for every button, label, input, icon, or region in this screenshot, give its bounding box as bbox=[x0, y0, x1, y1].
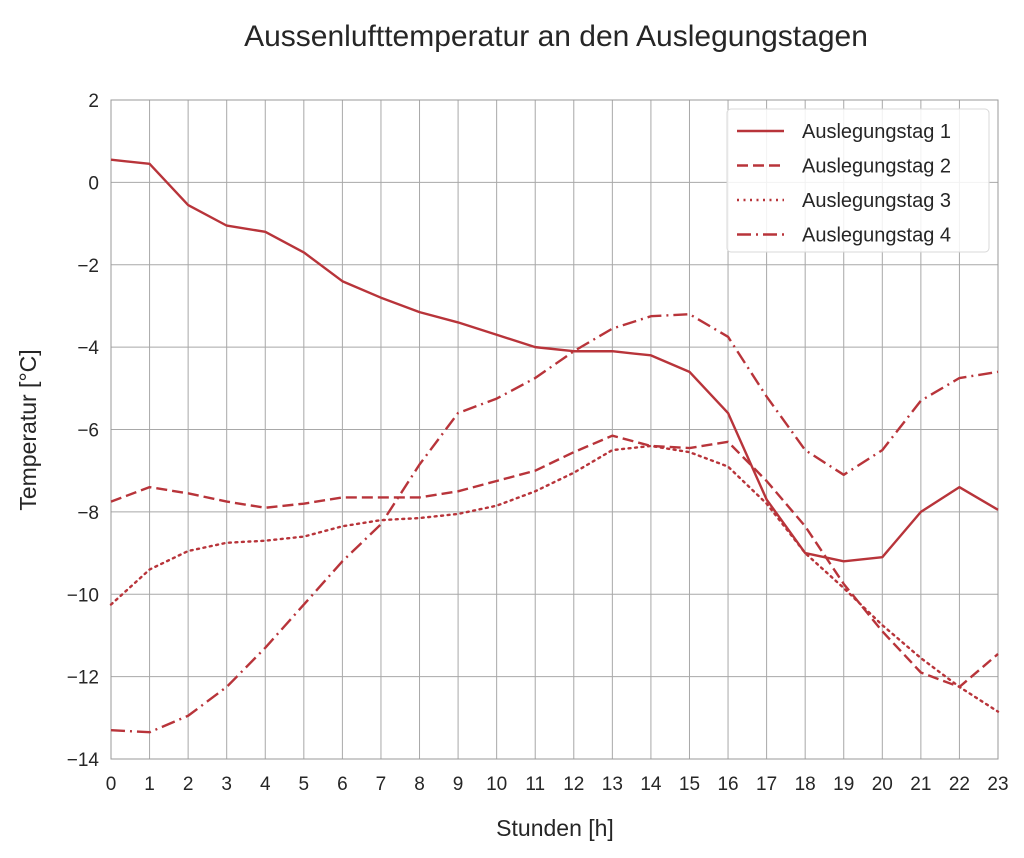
chart-title: Aussenlufttemperatur an den Auslegungsta… bbox=[244, 20, 868, 53]
legend: Auslegungstag 1 Auslegungstag 2 Auslegungs… bbox=[726, 108, 990, 253]
x-tick-label: 16 bbox=[717, 774, 738, 795]
y-axis-label: Temperatur [°C] bbox=[15, 349, 41, 510]
x-tick-label: 13 bbox=[602, 774, 623, 795]
x-tick-label: 20 bbox=[872, 774, 893, 795]
x-tick-label: 1 bbox=[144, 774, 155, 795]
x-tick-label: 21 bbox=[910, 774, 931, 795]
plot-frame bbox=[110, 99, 999, 760]
x-tick-label: 9 bbox=[453, 774, 464, 795]
series-line-3 bbox=[109, 444, 1000, 713]
x-axis-ticks: 0 1 2 3 4 5 6 7 8 9 10 11 12 13 14 15 16 17 18 19 20 21 22 23 bbox=[106, 774, 1009, 795]
x-tick-label: 4 bbox=[260, 774, 271, 795]
x-tick-label: 7 bbox=[376, 774, 387, 795]
series-line-2 bbox=[110, 434, 999, 689]
legend-label: Auslegungstag 4 bbox=[802, 225, 951, 247]
y-tick-label: −14 bbox=[67, 750, 100, 771]
x-tick-label: 14 bbox=[640, 774, 662, 795]
y-tick-label: 2 bbox=[88, 91, 99, 112]
x-tick-label: 11 bbox=[525, 774, 545, 795]
x-tick-label: 23 bbox=[987, 774, 1008, 795]
legend-box bbox=[726, 108, 990, 253]
legend-label: Auslegungstag 1 bbox=[802, 121, 951, 143]
x-tick-label: 3 bbox=[221, 774, 232, 795]
series-lines bbox=[109, 158, 1000, 734]
y-axis-ticks: 2 0 −2 −4 −6 −8 −10 −12 −14 bbox=[67, 91, 100, 771]
x-tick-label: 15 bbox=[679, 774, 700, 795]
y-tick-label: −4 bbox=[77, 338, 99, 359]
x-tick-label: 8 bbox=[414, 774, 425, 795]
x-tick-label: 22 bbox=[949, 774, 970, 795]
x-tick-label: 10 bbox=[486, 774, 507, 795]
x-axis-label: Stunden [h] bbox=[496, 815, 614, 841]
y-tick-label: −12 bbox=[67, 668, 99, 689]
x-tick-label: 6 bbox=[337, 774, 348, 795]
legend-label: Auslegungstag 3 bbox=[802, 190, 951, 212]
y-tick-label: −6 bbox=[77, 421, 99, 442]
x-tick-label: 17 bbox=[756, 774, 777, 795]
x-tick-label: 12 bbox=[563, 774, 584, 795]
x-tick-label: 0 bbox=[106, 774, 117, 795]
y-tick-label: 0 bbox=[88, 173, 99, 194]
series-line-4 bbox=[110, 312, 999, 734]
legend-label: Auslegungstag 2 bbox=[802, 156, 951, 178]
y-tick-label: −8 bbox=[77, 503, 99, 524]
y-tick-label: −2 bbox=[77, 256, 99, 277]
x-tick-label: 5 bbox=[299, 774, 310, 795]
x-tick-label: 19 bbox=[833, 774, 854, 795]
x-tick-label: 2 bbox=[183, 774, 194, 795]
x-tick-label: 18 bbox=[795, 774, 816, 795]
y-tick-label: −10 bbox=[67, 585, 99, 606]
series-line-1 bbox=[110, 158, 999, 563]
